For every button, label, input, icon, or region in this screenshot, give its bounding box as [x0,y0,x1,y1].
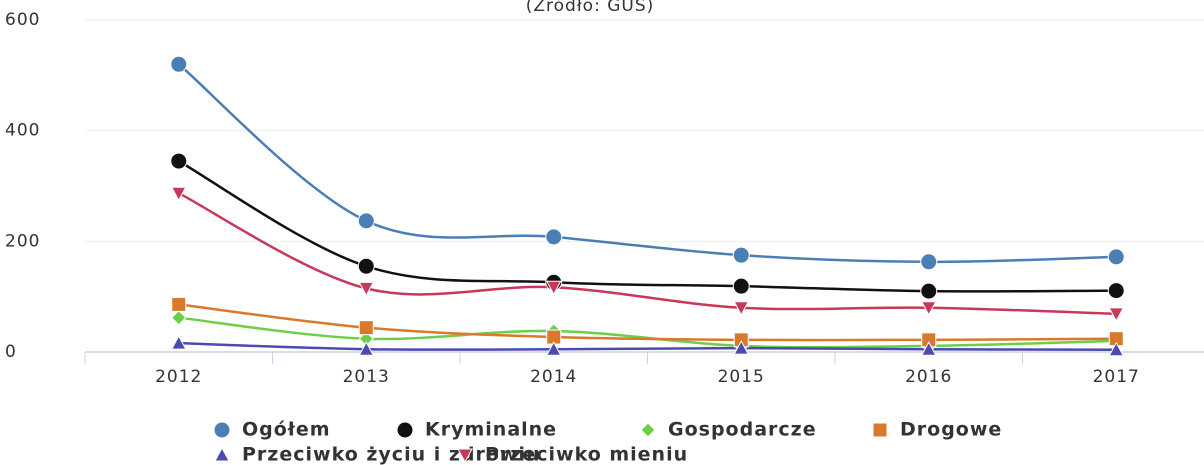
data-point [170,186,187,202]
data-point [170,335,187,350]
data-point [357,212,375,230]
y-tick-label: 200 [5,231,40,251]
data-point [171,296,187,312]
legend-label: Drogowe [900,419,1002,441]
legend-label: Gospodarcze [668,419,817,441]
data-point [545,228,563,246]
data-point [171,309,187,326]
data-point [358,320,374,336]
legend-marker [457,448,473,464]
data-point [920,282,938,300]
x-tick-label: 2013 [343,367,390,387]
legend-marker [396,421,414,439]
data-point [1107,282,1125,300]
x-tick-label: 2012 [155,367,202,387]
data-point [733,301,750,316]
series-line [178,303,1117,342]
data-point [920,341,937,356]
data-point [357,257,375,275]
series-line [178,192,1117,316]
x-tick-label: 2015 [718,367,765,387]
data-point [545,280,562,296]
data-point [732,277,750,295]
data-point [170,55,188,73]
data-point [1108,307,1125,322]
data-point [170,152,188,170]
x-tick-label: 2016 [905,367,952,387]
data-point [545,341,562,356]
series-line [178,341,1117,352]
data-point [1108,341,1125,357]
legend-marker [214,446,230,462]
legend-marker [640,422,656,438]
legend-marker [872,422,888,438]
legend-label: Ogółem [242,419,331,441]
data-point [920,301,937,316]
data-point [733,340,750,355]
data-point [1107,248,1125,266]
y-tick-label: 0 [5,342,17,362]
data-point [358,341,375,356]
x-tick-label: 2017 [1093,367,1140,387]
legend-marker [213,421,231,439]
data-point [732,246,750,264]
chart-subtitle: (Źródło: GUS) [526,0,655,16]
series-line [178,160,1117,293]
y-tick-label: 600 [5,10,40,30]
legend-label: Kryminalne [425,419,557,441]
x-tick-label: 2014 [530,367,577,387]
series-line [177,63,1117,264]
data-point [920,253,938,271]
data-point [358,281,375,297]
legend-label: Przeciwko mieniu [485,444,688,465]
y-tick-label: 400 [5,121,40,141]
